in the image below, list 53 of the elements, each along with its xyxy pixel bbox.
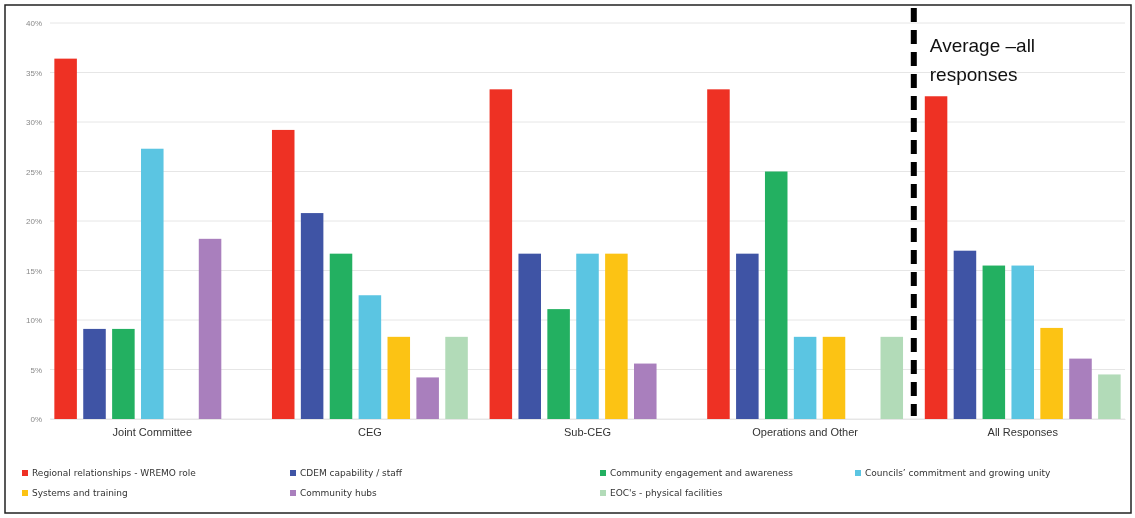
y-tick-label: 35% (25, 68, 42, 78)
bar (416, 377, 439, 419)
legend-label: Regional relationships - WREMO role (32, 468, 197, 478)
x-tick-label: Sub-CEG (563, 426, 612, 439)
bar (605, 253, 628, 419)
bar (736, 253, 759, 419)
legend-label: Councils’ commitment and growing unity (865, 468, 1052, 478)
bar (924, 96, 948, 419)
bar (1069, 358, 1092, 419)
bar (880, 336, 904, 419)
bar (387, 336, 411, 419)
bar (1040, 327, 1063, 419)
bar (634, 363, 657, 419)
legend-label: Systems and training (32, 488, 128, 498)
x-tick-label: CEG (357, 426, 382, 439)
ref-line-label: Average –all responses (929, 35, 1036, 85)
bar (518, 253, 541, 419)
y-tick-label: 30% (25, 118, 42, 128)
bar (358, 295, 382, 419)
bar (445, 336, 468, 419)
bar (576, 253, 599, 419)
bar (54, 58, 77, 419)
bar (489, 89, 513, 419)
bar (764, 171, 788, 419)
bar (1011, 265, 1034, 419)
bar (300, 213, 324, 419)
bar (1098, 374, 1121, 419)
bar (793, 336, 817, 419)
x-tick-label: Operations and Other (752, 426, 859, 439)
legend-label: Community hubs (300, 488, 378, 498)
bar (141, 148, 164, 419)
y-tick-label: 25% (25, 167, 42, 177)
bar (707, 89, 730, 419)
bar (953, 250, 977, 419)
y-tick-label: 40% (25, 19, 42, 29)
bar (83, 328, 106, 419)
bar (198, 238, 222, 419)
bar (547, 309, 570, 419)
y-tick-label: 15% (25, 266, 42, 276)
bar (112, 328, 135, 419)
y-tick-label: 0% (30, 415, 42, 425)
legend-label: Community engagement and awareness (610, 468, 794, 478)
bar (982, 265, 1006, 419)
y-tick-label: 10% (25, 316, 42, 326)
y-tick-label: 20% (25, 217, 42, 227)
bar (329, 253, 353, 419)
legend-label: CDEM capability / staff (300, 468, 403, 478)
legend-label: EOC's - physical facilities (610, 488, 723, 498)
bar (271, 129, 295, 419)
bar (822, 336, 846, 419)
x-tick-label: Joint Committee (112, 426, 193, 439)
x-tick-label: All Responses (987, 426, 1059, 439)
y-tick-label: 5% (30, 365, 42, 375)
